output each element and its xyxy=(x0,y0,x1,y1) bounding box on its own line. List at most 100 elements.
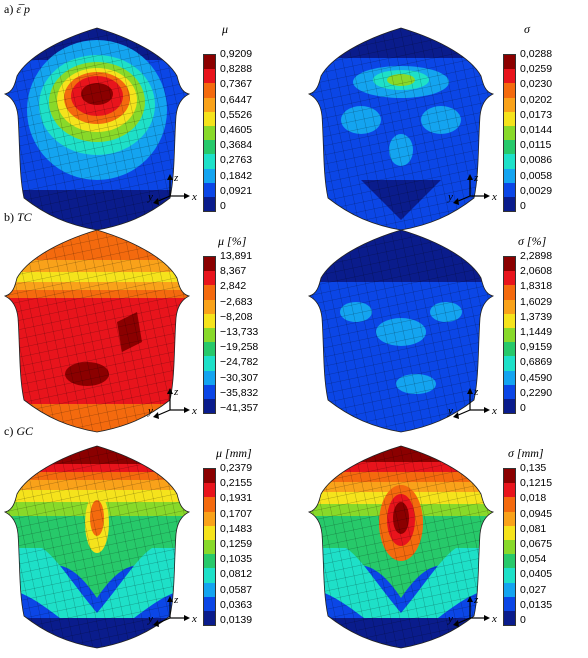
colorbar-segment xyxy=(204,582,215,597)
row-label-a: a) ε̅ p xyxy=(4,2,31,16)
scale-tick-label: 0,135 xyxy=(520,462,547,474)
colorbar-segment xyxy=(504,182,515,197)
colorbar-segment xyxy=(204,140,215,155)
axis-label-x: x xyxy=(491,191,497,203)
scale-tick-label: 0,0288 xyxy=(520,48,553,60)
axis-label-z: z xyxy=(473,594,479,606)
scale-tick-label: 0,0363 xyxy=(220,598,253,611)
colorbar-segment xyxy=(504,384,515,399)
colorbar-segment xyxy=(504,370,515,385)
colorbar-segment xyxy=(504,342,515,357)
colorbar-segment xyxy=(504,196,515,212)
colorbar-a-mean xyxy=(203,54,216,212)
colorbar-segment xyxy=(204,384,215,399)
axis-label-x: x xyxy=(191,191,197,203)
scale-tick-label: 1,8318 xyxy=(520,280,553,293)
axis-label-z: z xyxy=(173,172,179,184)
colorbar-segment xyxy=(504,168,515,183)
axis-label-y: y xyxy=(147,405,153,417)
scale-tick-label: 2,2898 xyxy=(520,250,553,262)
scale-tick-label: 0,8288 xyxy=(220,63,253,76)
axis-label-y: y xyxy=(447,191,453,203)
axis-label-x: x xyxy=(491,405,497,417)
scale-tick-label: 0,018 xyxy=(520,492,547,505)
scale-tick-label: 13,891 xyxy=(220,250,253,262)
colorbar-segment xyxy=(504,356,515,371)
colorbar-segment xyxy=(204,539,215,555)
scale-tick-label: 0,7367 xyxy=(220,78,253,91)
colorbar-segment xyxy=(204,154,215,169)
colorbar-segment xyxy=(504,327,515,343)
colorbar-segment xyxy=(504,610,515,626)
axis-label-y: y xyxy=(447,613,453,625)
scale-tick-label: 0,2290 xyxy=(520,386,553,399)
colorbar-segment xyxy=(504,483,515,498)
colorbar-segment xyxy=(504,568,515,583)
colorbar-segment xyxy=(504,497,515,512)
scale-tick-label: 0,054 xyxy=(520,553,547,566)
scale-tick-label: 0,0587 xyxy=(220,583,253,596)
colorbar-segment xyxy=(204,525,215,540)
colorbar-segment xyxy=(204,511,215,526)
scale-tick-label: 0,9209 xyxy=(220,48,253,60)
colorbar-segment xyxy=(204,370,215,385)
scale-tick-label: 2,842 xyxy=(220,280,247,293)
scale-tick-label: −41,357 xyxy=(220,402,259,414)
scale-tick-label: −13,733 xyxy=(220,326,259,338)
scale-tick-label: 0,0139 xyxy=(220,614,253,626)
axis-label-z: z xyxy=(173,594,179,606)
scale-tick-label: −30,307 xyxy=(220,371,259,384)
scale-tick-label: 1,3739 xyxy=(520,310,553,323)
scale-tick-label: 0 xyxy=(520,402,526,414)
scale-tick-label: 0,0230 xyxy=(520,78,553,91)
scale-tick-label: 8,367 xyxy=(220,265,247,278)
colorbar-segment xyxy=(504,539,515,555)
scale-tick-label: 0,0086 xyxy=(520,154,553,167)
colorbar-segment xyxy=(504,511,515,526)
scale-tick-label: 0,0135 xyxy=(520,598,553,611)
colorbar-segment xyxy=(504,55,515,70)
axis-label-y: y xyxy=(147,191,153,203)
scale-tick-label: 0,0945 xyxy=(520,507,553,520)
scale-tick-label: 0,081 xyxy=(520,522,547,535)
contour-plot-b-mean xyxy=(4,229,190,433)
contour-plot-a-std xyxy=(308,27,494,231)
colorbar-segment xyxy=(204,125,215,141)
scale-tick-label: 1,6029 xyxy=(520,295,553,308)
colorbar-segment xyxy=(504,596,515,611)
colorbar-segment xyxy=(504,111,515,126)
scale-tick-label: 0,0173 xyxy=(520,108,553,121)
scale-tick-label: 0,0058 xyxy=(520,169,553,182)
title-b-mean: μ [%] xyxy=(218,234,247,248)
colorbar-segment xyxy=(204,299,215,314)
colorbar-segment xyxy=(204,182,215,197)
colorbar-segment xyxy=(204,168,215,183)
scale-tick-label: 0,0115 xyxy=(520,139,552,152)
axis-label-z: z xyxy=(473,172,479,184)
scale-tick-label: 0,0029 xyxy=(520,184,553,197)
scale-tick-label: 0,6447 xyxy=(220,93,253,106)
scale-tick-label: 0 xyxy=(220,200,226,212)
colorbar-segment xyxy=(204,356,215,371)
scale-tick-label: −8,208 xyxy=(220,310,253,323)
scale-tick-label: 0,0675 xyxy=(520,538,553,550)
scale-tick-label: 0,0202 xyxy=(520,93,553,106)
axis-label-z: z xyxy=(173,386,179,398)
colorbar-segment xyxy=(204,196,215,212)
colorbar-segment xyxy=(204,596,215,611)
colorbar-segment xyxy=(204,97,215,112)
scale-tick-label: 0,1215 xyxy=(520,477,553,490)
scale-tick-label: −2,683 xyxy=(220,295,253,308)
scale-tick-label: 0,9159 xyxy=(520,341,553,354)
scale-tick-label: 0,0921 xyxy=(220,184,253,197)
colorbar-segment xyxy=(504,271,515,286)
contour-plot-a-mean xyxy=(4,27,190,231)
colorbar-segment xyxy=(204,398,215,414)
scale-tick-label: 0,2379 xyxy=(220,462,253,474)
colorbar-segment xyxy=(204,497,215,512)
colorbar-segment xyxy=(504,83,515,98)
colorbar-segment xyxy=(504,285,515,300)
colorbar-c-mean xyxy=(203,468,216,626)
scale-tick-label: 0,027 xyxy=(520,583,547,596)
